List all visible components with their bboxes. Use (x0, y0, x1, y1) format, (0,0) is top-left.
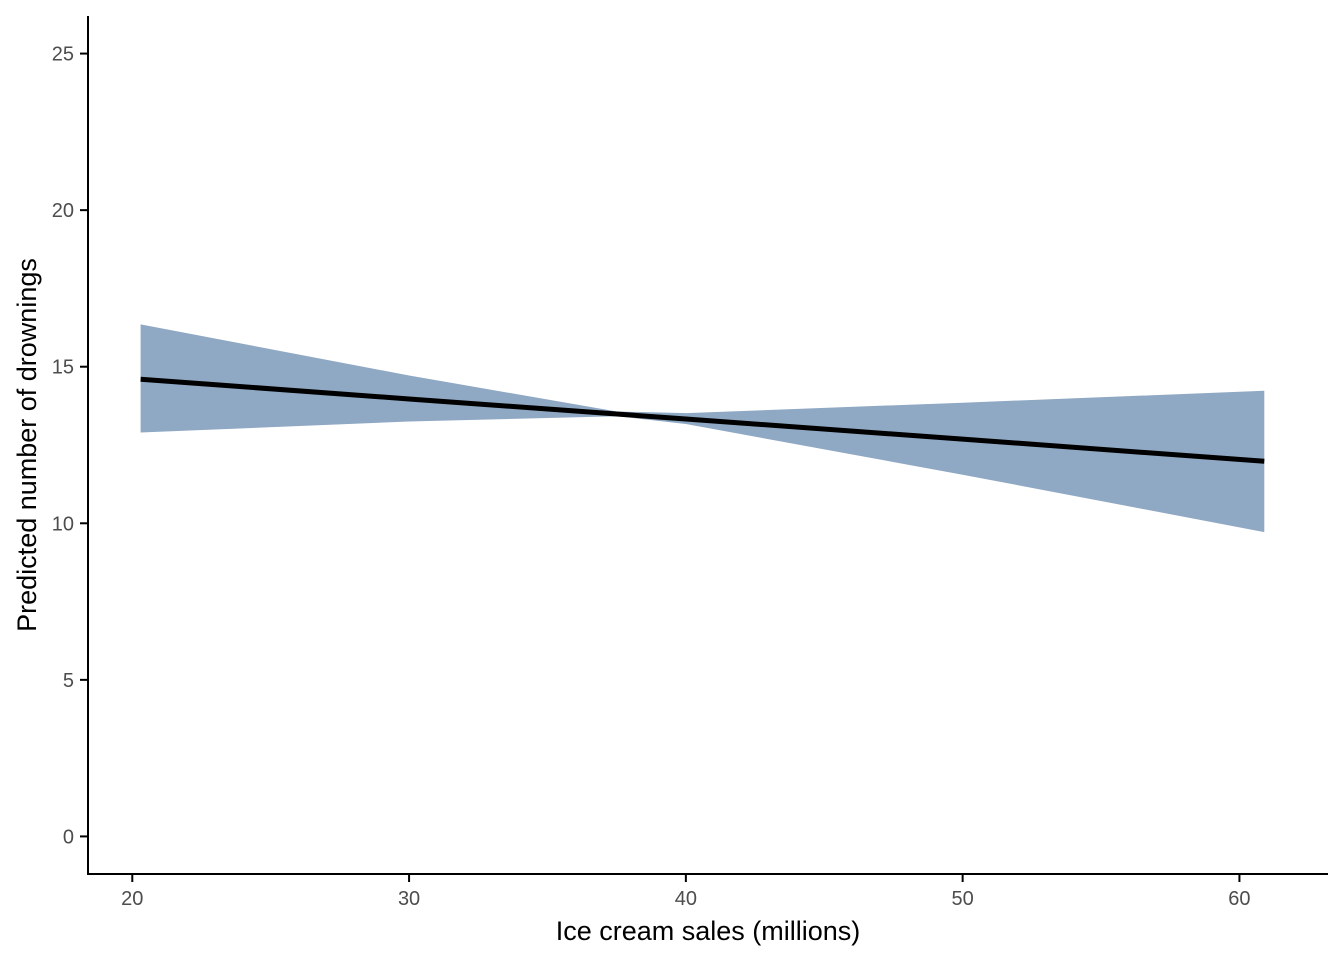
x-tick-label: 40 (675, 888, 697, 910)
y-tick-label: 5 (63, 670, 74, 692)
x-tick-label: 30 (398, 888, 420, 910)
x-tick-label: 50 (952, 888, 974, 910)
fitted-line (140, 376, 1265, 464)
y-axis-title: Predicted number of drownings (12, 258, 42, 632)
x-tick-label: 20 (121, 888, 143, 910)
y-tick-label: 10 (52, 513, 74, 535)
axes: 0 5 10 15 20 25 20 30 40 50 60 (52, 16, 1328, 910)
y-tick-label: 25 (52, 44, 74, 66)
y-tick-label: 20 (52, 200, 74, 222)
x-tick-label: 60 (1228, 888, 1250, 910)
confidence-band (140, 324, 1265, 533)
x-axis-title: Ice cream sales (millions) (556, 916, 861, 946)
y-tick-label: 0 (63, 826, 74, 848)
y-tick-label: 15 (52, 357, 74, 379)
plot-area (140, 324, 1265, 533)
